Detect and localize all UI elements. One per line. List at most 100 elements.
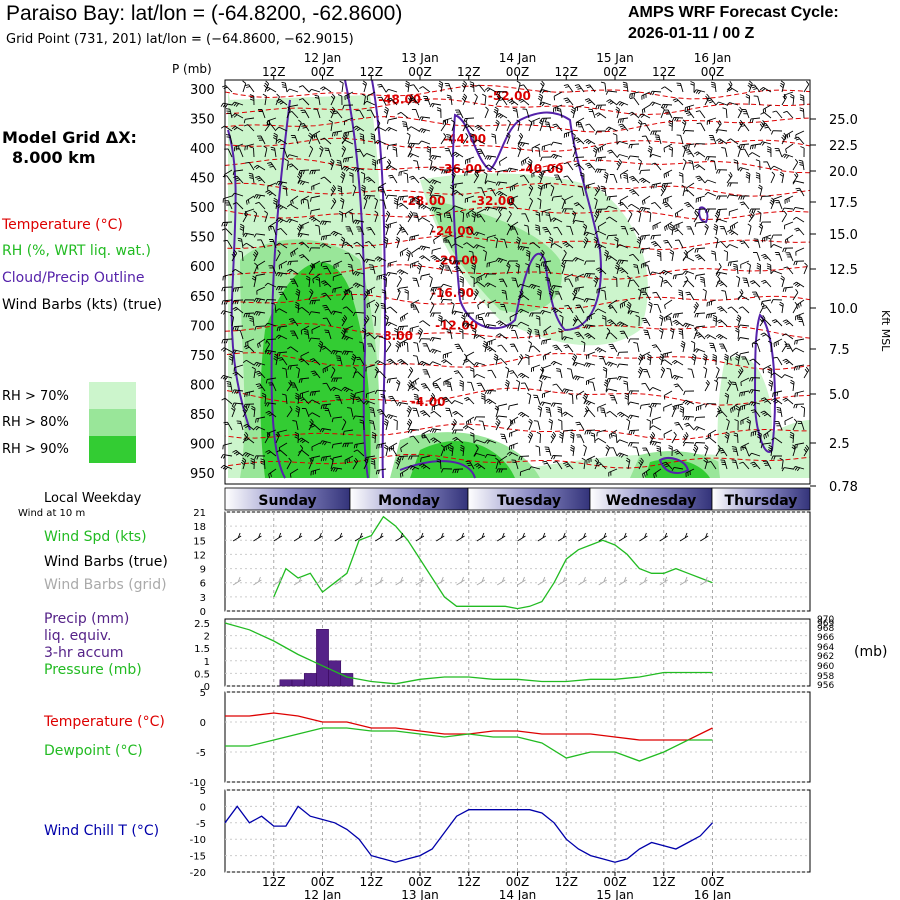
wind-barb	[541, 143, 552, 151]
wind-barb	[399, 312, 409, 322]
wind-barb	[603, 379, 609, 392]
wind-barb	[733, 159, 739, 171]
wind-barb	[641, 195, 651, 205]
wind-barb	[534, 146, 541, 158]
height-tick-label: 22.5	[829, 139, 858, 154]
wind-barb	[627, 401, 640, 406]
wind-barb	[452, 468, 464, 474]
wind-barb	[649, 425, 662, 431]
wind-barb	[519, 468, 530, 476]
top-time-label: 12Z	[457, 65, 481, 79]
wind-barb	[451, 171, 456, 184]
wind-barb	[803, 444, 810, 457]
wind-barb	[292, 420, 299, 431]
wind-barb	[308, 262, 315, 275]
wind-barb	[475, 84, 486, 93]
wind-barb	[286, 268, 299, 275]
isotherm-4	[224, 158, 811, 174]
wind-barb	[558, 431, 564, 444]
wind-barb	[696, 122, 706, 132]
wind-barb	[429, 301, 435, 314]
legend-rh80: RH > 80%	[2, 415, 69, 430]
wind-barb	[462, 132, 469, 145]
bottom-time-label: 00Z	[408, 875, 432, 889]
wind-barb	[525, 249, 531, 262]
wind-barb	[252, 249, 259, 262]
wind-barb	[791, 444, 797, 457]
wind-barb	[603, 171, 609, 184]
wind-barb	[342, 241, 354, 249]
wind-barb	[243, 117, 255, 124]
wind-speed-label: Wind Spd (kts)	[44, 529, 147, 545]
wind-barb	[359, 133, 365, 145]
wind-barb	[741, 356, 750, 366]
wind-barb	[704, 223, 709, 236]
wind-barb	[374, 389, 387, 395]
wind-barb	[716, 195, 728, 200]
wind-barb	[363, 289, 370, 301]
wind-barb	[652, 291, 662, 301]
wind-barb	[352, 457, 359, 470]
wind-barb	[496, 169, 508, 176]
wind-barb	[253, 210, 258, 223]
wind-barb	[572, 219, 585, 225]
wind-barb	[759, 119, 766, 132]
wind-barb	[251, 405, 256, 418]
wind-barb	[242, 80, 247, 93]
wind-barb	[781, 153, 794, 159]
wind-barb	[397, 195, 409, 201]
wind-barb	[497, 97, 508, 106]
wind-barb	[351, 353, 357, 366]
wind-barb	[298, 254, 310, 262]
wind-barb	[740, 442, 750, 452]
wind-barb	[419, 255, 431, 262]
wind-barb	[517, 353, 524, 366]
wind-barb	[721, 147, 728, 158]
wind-barb	[725, 418, 730, 431]
wind-barb	[289, 278, 299, 288]
wind-barb	[706, 299, 717, 307]
wind-barb	[669, 249, 675, 262]
wind-barb	[795, 247, 805, 256]
wind-barb	[388, 174, 398, 184]
wind-barb	[525, 354, 530, 366]
wind-barb	[506, 262, 511, 275]
wind-barb	[557, 406, 563, 418]
wind-barb	[594, 243, 607, 250]
wind-barb	[459, 379, 464, 392]
wind-barb	[737, 145, 742, 158]
wind-barb	[668, 119, 673, 132]
wind-barb	[715, 334, 728, 340]
wind-barb	[221, 299, 233, 305]
wind-barb	[792, 418, 798, 431]
wind-barb	[322, 382, 332, 392]
surface-barb-true	[253, 532, 262, 542]
wind-barb	[231, 101, 244, 107]
wind-barb	[508, 201, 519, 210]
wind-barb	[355, 148, 365, 158]
isotherm-14	[224, 453, 811, 469]
wind-barb	[573, 286, 585, 293]
wind-barb	[344, 208, 354, 218]
wind-barb	[474, 463, 486, 470]
wind-barb	[583, 444, 587, 457]
wind-barb	[331, 130, 343, 137]
wind-barb	[606, 99, 618, 106]
precip-tick-label: 1.5	[194, 644, 210, 655]
wind-barb	[459, 289, 464, 301]
wind-barb	[642, 369, 651, 379]
wind-barb	[409, 325, 420, 333]
wind-barb	[374, 360, 387, 366]
wind-barb	[430, 437, 442, 444]
wind-barb	[671, 431, 677, 444]
wind-barb	[453, 266, 464, 275]
wind-barb	[242, 242, 255, 249]
wind-barb	[452, 410, 464, 418]
wind-barb	[662, 461, 673, 470]
wind-barb	[737, 295, 750, 301]
wind-barb	[364, 176, 376, 184]
wind-barb	[781, 132, 787, 145]
wind-barb	[400, 442, 409, 453]
wind-barb	[628, 143, 640, 149]
cross-section-panel: -48.00 -52.00-44.00-40.00-36.00-28.00 -32.…	[172, 51, 892, 495]
